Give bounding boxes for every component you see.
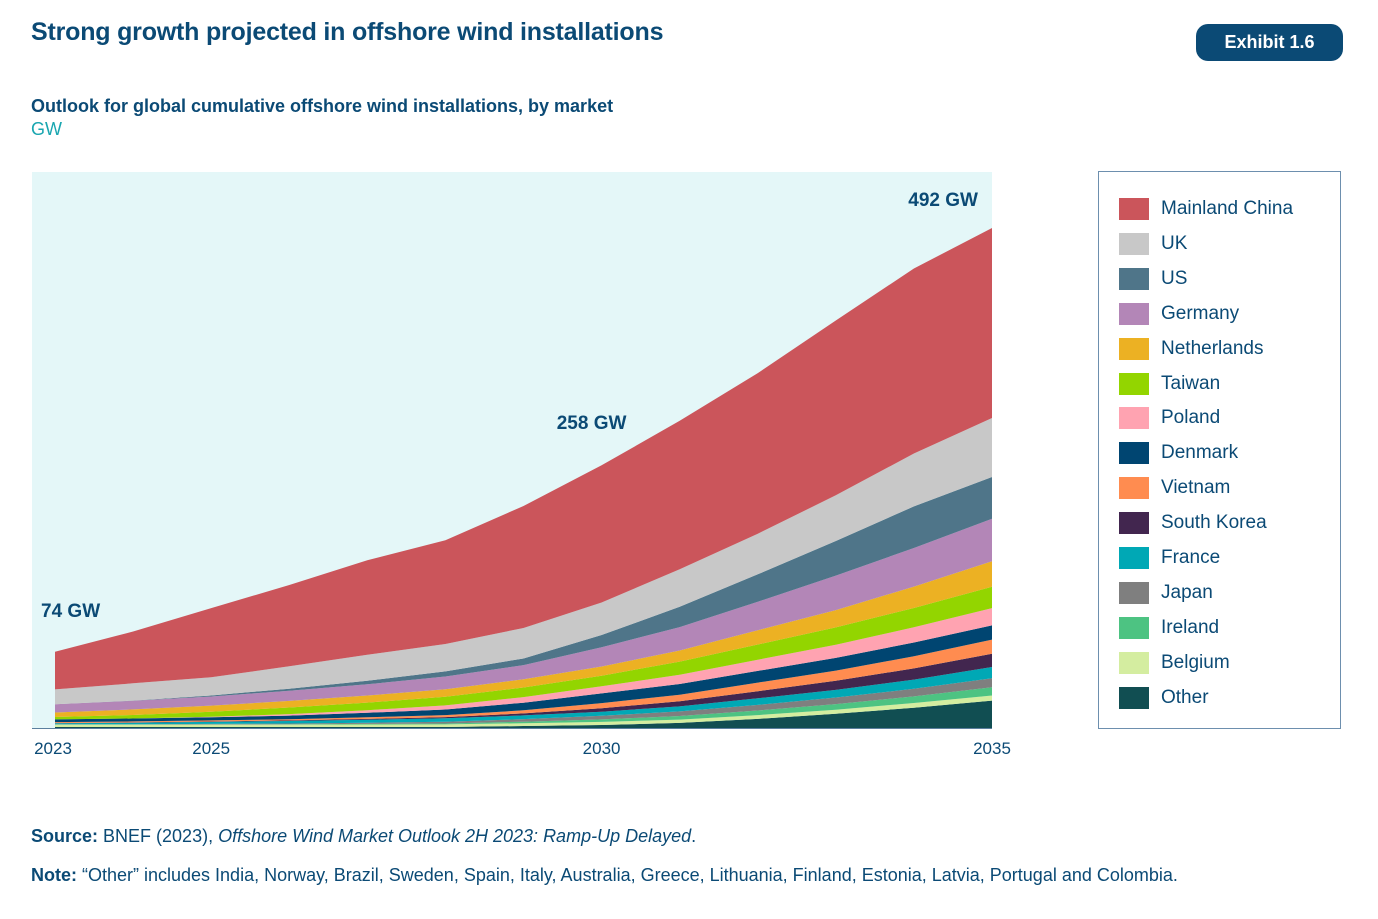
source-label: Source: <box>31 826 99 846</box>
area-us <box>55 477 992 705</box>
area-layers <box>55 228 992 728</box>
legend-item-ireland: Ireland <box>1119 616 1219 640</box>
source-title: Offshore Wind Market Outlook 2H 2023: Ra… <box>218 826 692 846</box>
x-tick-labels: 2023 2025 2030 2035 <box>34 739 1011 758</box>
footnote: Note: “Other” includes India, Norway, Br… <box>31 865 1178 886</box>
x-tick-label: 2023 <box>34 739 72 758</box>
legend-label: Germany <box>1161 302 1240 324</box>
area-mainland-china <box>55 228 992 690</box>
x-tick-label: 2025 <box>192 739 230 758</box>
legend-item-us: US <box>1119 267 1187 291</box>
legend-label: US <box>1161 267 1188 289</box>
legend-label: Vietnam <box>1161 477 1231 499</box>
legend-item-other: Other <box>1119 686 1209 710</box>
legend-label: Ireland <box>1161 616 1220 638</box>
legend-label: Belgium <box>1161 651 1230 673</box>
legend-swatch <box>1119 232 1149 255</box>
legend-label: Denmark <box>1161 442 1239 464</box>
legend-item-denmark: Denmark <box>1119 441 1238 465</box>
legend-item-mainland-china: Mainland China <box>1119 197 1293 221</box>
source-text: BNEF (2023), <box>98 826 219 846</box>
legend-label: UK <box>1161 232 1188 254</box>
note-text: “Other” includes India, Norway, Brazil, … <box>77 865 1178 885</box>
legend-item-belgium: Belgium <box>1119 651 1230 675</box>
legend-item-poland: Poland <box>1119 406 1220 430</box>
total-annotation: 258 GW <box>557 413 627 434</box>
legend-item-vietnam: Vietnam <box>1119 476 1230 500</box>
total-annotation: 74 GW <box>41 601 100 622</box>
chart-legend: Mainland China UK US Germany Netherlands Taiw… <box>1098 171 1341 729</box>
page-title: Strong growth projected in offshore wind… <box>31 18 664 46</box>
area-poland <box>55 608 992 720</box>
legend-label: Mainland China <box>1161 198 1294 219</box>
legend-item-netherlands: Netherlands <box>1119 337 1263 361</box>
legend-label: Netherlands <box>1161 337 1264 359</box>
legend-swatch <box>1119 512 1149 535</box>
chart-unit: GW <box>31 119 62 139</box>
legend-swatch <box>1119 337 1149 360</box>
legend-swatch <box>1119 686 1149 709</box>
legend-label: Japan <box>1161 581 1213 603</box>
note-label: Note: <box>31 865 77 885</box>
legend-label: Taiwan <box>1161 372 1221 394</box>
legend-swatch <box>1119 651 1149 674</box>
area-france <box>55 667 992 725</box>
area-vietnam <box>55 639 992 724</box>
legend-swatch <box>1119 442 1149 465</box>
x-tick-label: 2035 <box>973 739 1011 758</box>
legend-item-japan: Japan <box>1119 581 1213 605</box>
area-denmark <box>55 625 992 723</box>
legend-item-taiwan: Taiwan <box>1119 372 1220 396</box>
exhibit-badge: Exhibit 1.6 <box>1196 24 1343 61</box>
area-other <box>55 700 992 728</box>
legend-label: France <box>1161 547 1221 568</box>
legend-label: Other <box>1161 686 1209 708</box>
legend-item-uk: UK <box>1119 232 1187 256</box>
area-netherlands <box>55 561 992 717</box>
legend-swatch <box>1119 372 1149 395</box>
area-taiwan <box>55 586 992 720</box>
legend-swatch <box>1119 267 1149 290</box>
legend-swatch <box>1119 547 1149 569</box>
legend-swatch <box>1119 581 1149 604</box>
legend-swatch <box>1119 198 1149 220</box>
area-uk <box>55 418 992 705</box>
area-japan <box>55 678 992 725</box>
legend-swatch <box>1119 302 1149 325</box>
legend-swatch <box>1119 477 1149 500</box>
legend-item-france: France <box>1119 546 1220 570</box>
source-end: . <box>691 826 697 846</box>
chart-subtitle: Outlook for global cumulative offshore w… <box>31 96 614 116</box>
total-annotations: 74 GW 258 GW 492 GW <box>41 190 978 622</box>
area-germany <box>55 518 992 713</box>
source-note: Source: BNEF (2023), Offshore Wind Marke… <box>31 826 696 847</box>
total-annotation: 492 GW <box>908 190 978 211</box>
legend-swatch <box>1119 407 1149 430</box>
x-tick-label: 2030 <box>583 739 621 758</box>
legend-swatch <box>1119 616 1149 639</box>
legend-item-south-korea: South Korea <box>1119 511 1267 535</box>
legend-item-germany: Germany <box>1119 302 1239 326</box>
legend-label: Poland <box>1161 407 1221 429</box>
area-south-korea <box>55 653 992 724</box>
legend-label: South Korea <box>1161 512 1267 534</box>
